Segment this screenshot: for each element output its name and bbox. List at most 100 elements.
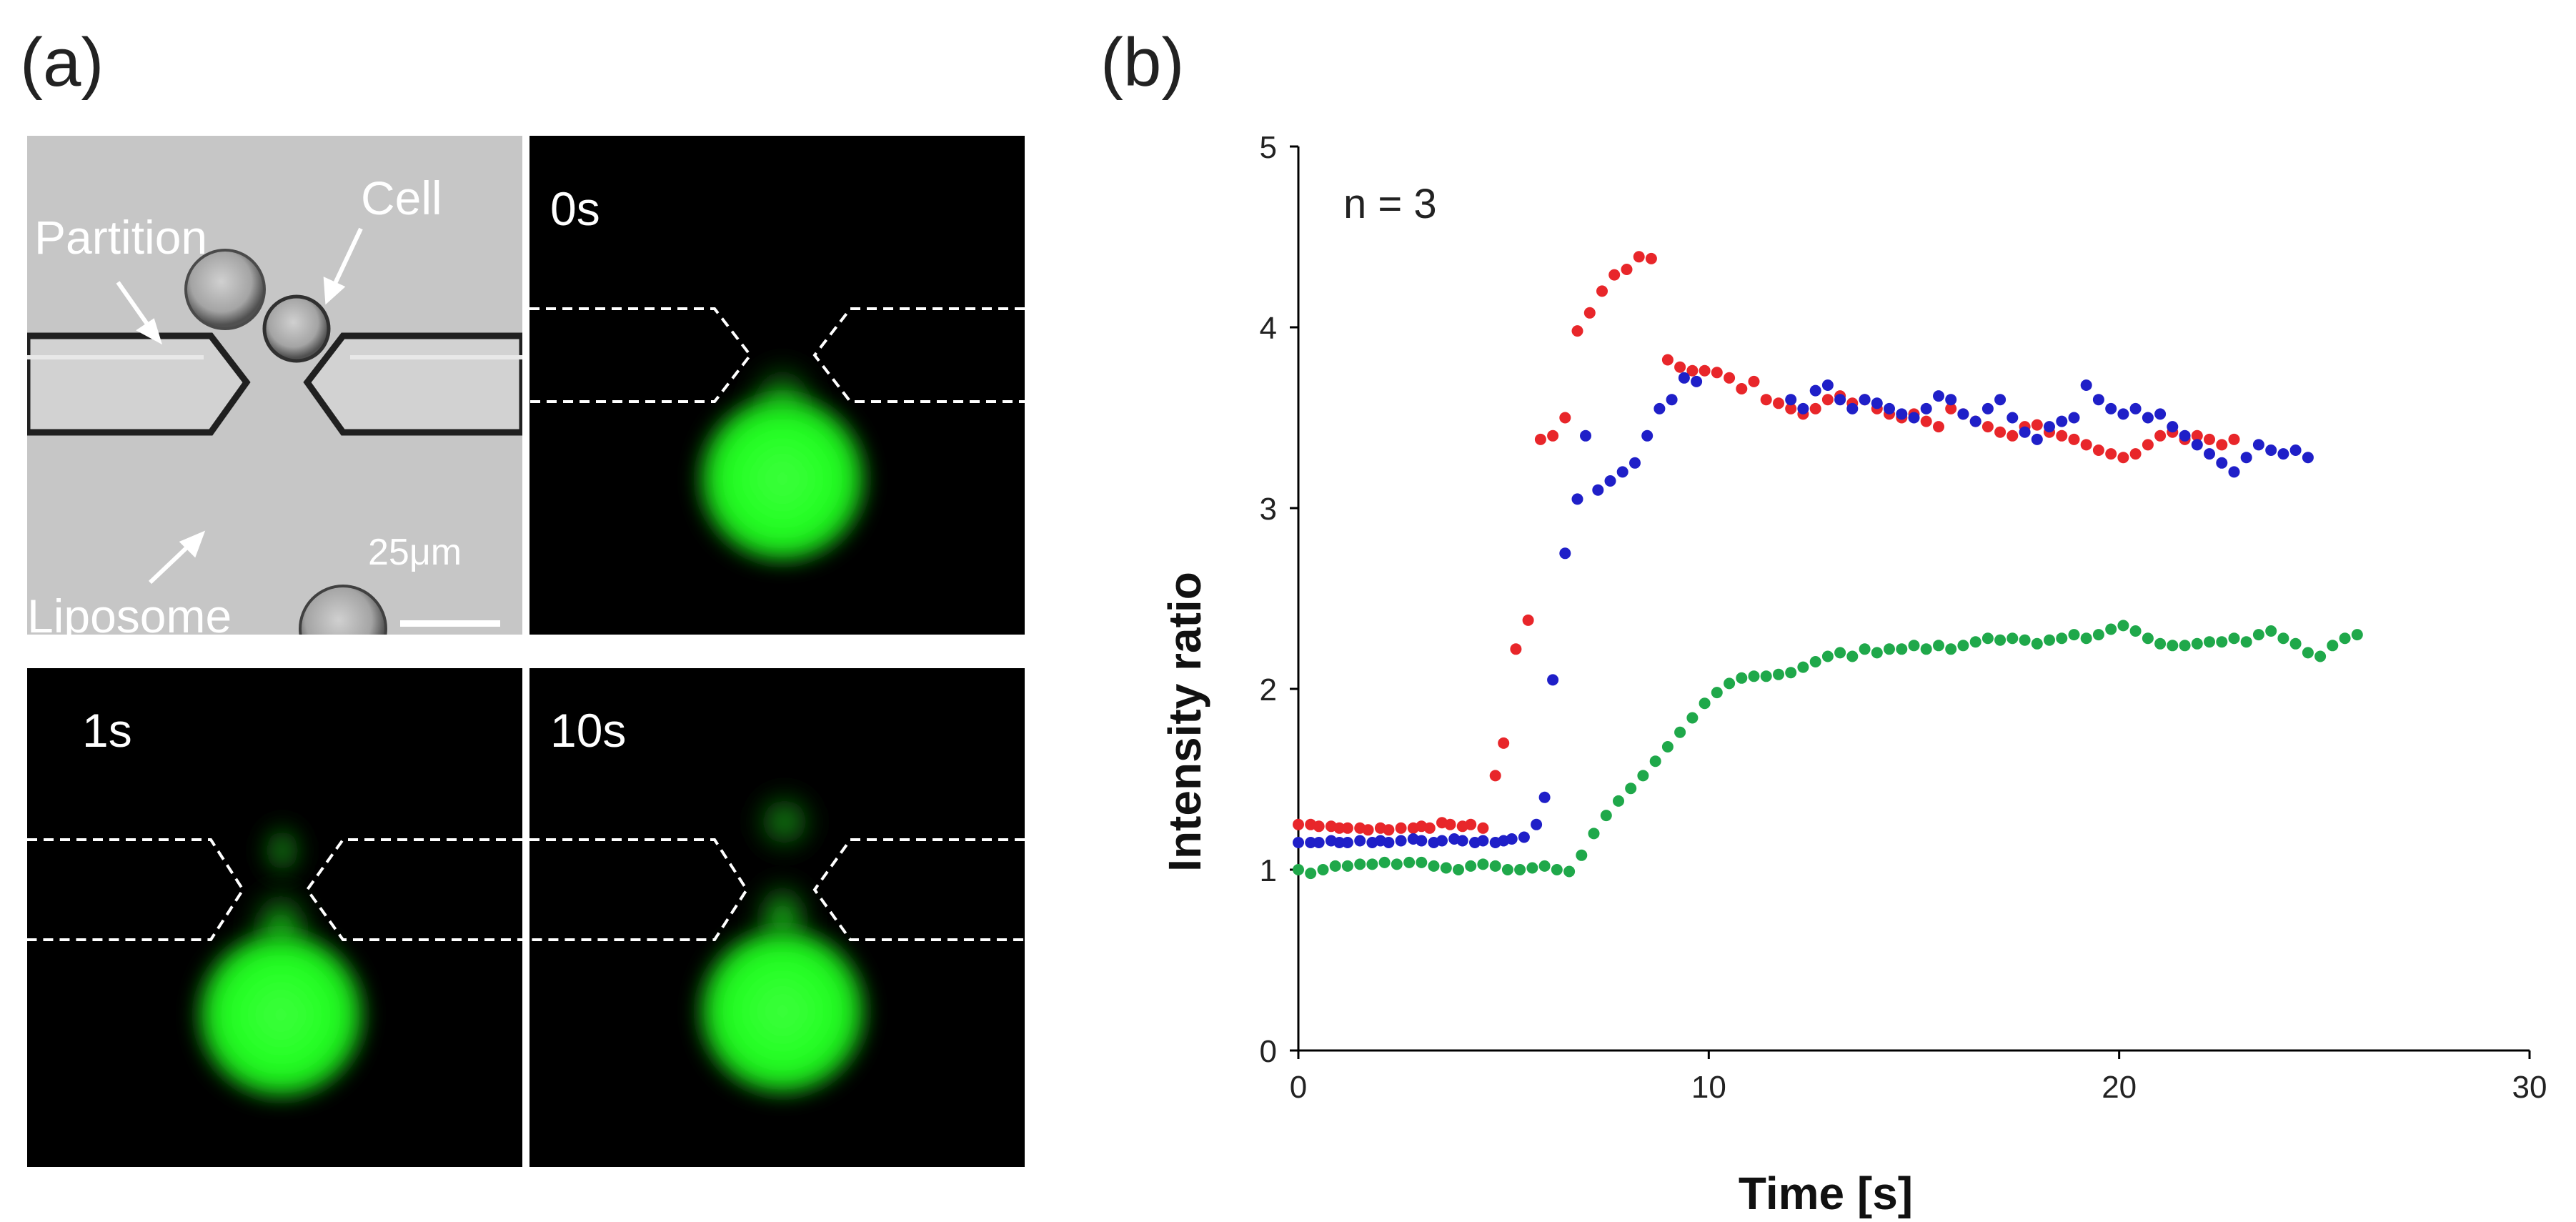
data-point — [1969, 636, 1981, 648]
data-point — [1871, 647, 1883, 659]
data-point — [1797, 402, 1809, 414]
chart-axes: 0 1 2 3 4 5 0 10 20 30 — [1260, 130, 2547, 1105]
data-point — [2351, 629, 2363, 641]
data-point — [1661, 741, 1674, 752]
data-point — [1501, 864, 1513, 875]
data-point — [1736, 672, 1748, 684]
cell-image-3 — [299, 585, 387, 635]
data-point — [1608, 269, 1621, 281]
data-point — [1621, 264, 1633, 275]
data-point — [1547, 674, 1559, 686]
cell-image-2 — [262, 294, 331, 363]
data-point — [1691, 375, 1703, 387]
x-tick-label: 0 — [1290, 1070, 1307, 1105]
data-point — [1981, 421, 1994, 433]
panel-a-label: (a) — [20, 24, 104, 101]
data-point — [1341, 837, 1353, 848]
data-point — [2167, 640, 2179, 652]
data-point — [2044, 634, 2055, 646]
frame-time-label: 0s — [550, 182, 600, 235]
data-point — [1809, 402, 1821, 414]
data-point — [1616, 466, 1628, 478]
data-point — [1933, 640, 1944, 652]
data-point — [1477, 858, 1489, 870]
data-point — [2204, 448, 2215, 460]
data-point — [2216, 636, 2228, 648]
data-point — [1809, 384, 1821, 397]
series-cell-2 — [1293, 372, 2314, 848]
data-point — [1994, 634, 2006, 646]
fluorescence-frame-10s: 10s — [529, 668, 1025, 1167]
data-point — [1859, 643, 1871, 655]
y-tick-label: 0 — [1260, 1034, 1277, 1069]
data-point — [2019, 426, 2031, 438]
data-point — [1436, 835, 1448, 847]
data-point — [2327, 640, 2339, 652]
data-point — [1576, 849, 1588, 861]
data-point — [1514, 864, 1526, 875]
data-point — [2129, 402, 2142, 414]
data-point — [1809, 656, 1821, 667]
data-point — [1969, 415, 1981, 427]
y-tick-label: 1 — [1260, 853, 1277, 888]
data-point — [1945, 643, 1957, 655]
data-point — [1945, 394, 1957, 406]
data-point — [1785, 402, 1797, 414]
data-point — [2129, 625, 2142, 637]
data-point — [1333, 837, 1346, 848]
fluorescence-frame-0s: 0s — [529, 136, 1025, 635]
data-point — [1884, 402, 1895, 414]
data-point — [2117, 620, 2129, 632]
annotation-arrows — [116, 227, 363, 585]
data-point — [1908, 640, 1920, 652]
data-point — [2068, 412, 2080, 424]
data-point — [1760, 394, 1772, 406]
data-point — [2068, 629, 2080, 641]
data-point — [2252, 629, 2264, 641]
data-point — [1773, 668, 1784, 680]
data-point — [2216, 439, 2228, 451]
data-point — [1661, 354, 1674, 366]
data-point — [2117, 452, 2129, 464]
data-point — [1834, 394, 1846, 406]
data-point — [1674, 361, 1686, 373]
frame-time-label: 1s — [82, 704, 132, 757]
data-point — [1859, 394, 1871, 406]
data-point — [1699, 364, 1711, 377]
data-point — [1423, 822, 1436, 834]
data-point — [1674, 726, 1686, 738]
data-point — [2277, 632, 2289, 645]
data-point — [2154, 637, 2167, 650]
data-point — [1534, 433, 1546, 445]
data-point — [2068, 433, 2080, 445]
y-tick-label: 2 — [1260, 672, 1277, 707]
data-point — [1957, 408, 1969, 420]
data-point — [1305, 868, 1317, 880]
data-point — [2191, 439, 2203, 451]
data-point — [2092, 444, 2104, 456]
data-point — [1773, 397, 1784, 409]
data-point — [2142, 439, 2154, 451]
data-point — [1633, 251, 1645, 263]
series-cell-1 — [1293, 251, 2240, 836]
x-axis-label: Time [s] — [1739, 1168, 1913, 1218]
data-point — [1649, 755, 1661, 768]
data-point — [1477, 822, 1489, 834]
data-point — [2006, 412, 2019, 424]
data-point — [1748, 670, 1760, 682]
data-point — [1711, 687, 1723, 699]
data-point — [2129, 448, 2142, 460]
data-point — [1526, 862, 1538, 874]
data-point — [1981, 632, 1994, 645]
data-point — [1653, 402, 1666, 414]
data-point — [2056, 632, 2068, 645]
data-point — [1920, 402, 1932, 414]
data-point — [2105, 402, 2117, 414]
data-point — [1666, 394, 1678, 406]
data-point — [1821, 650, 1834, 662]
data-point — [1933, 390, 1944, 402]
data-point — [1333, 822, 1346, 834]
data-point — [1378, 856, 1391, 868]
data-point — [1305, 837, 1317, 848]
data-point — [1559, 547, 1571, 560]
